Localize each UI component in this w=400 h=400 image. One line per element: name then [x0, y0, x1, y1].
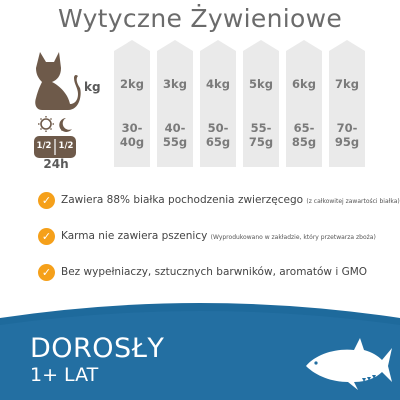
check-icon: ✓	[38, 264, 55, 281]
cat-icon	[35, 52, 81, 110]
day-night-icon	[34, 116, 76, 158]
life-stage-title: DOROSŁY	[30, 333, 165, 364]
grams-value: 70- 95g	[334, 121, 360, 149]
weight-value: 3kg	[163, 77, 187, 91]
weight-value: 5kg	[249, 77, 273, 91]
grams-value: 65- 85g	[291, 121, 317, 149]
weight-value: 4kg	[206, 77, 230, 91]
weight-value: 7kg	[335, 77, 359, 91]
weight-column: 6kg 65- 85g	[286, 51, 322, 167]
weight-column: 3kg 40- 55g	[157, 51, 193, 167]
feature-text: Zawiera 88% białka pochodzenia zwierzęce…	[61, 194, 400, 206]
tuna-fish-icon	[306, 338, 392, 390]
check-icon: ✓	[38, 192, 55, 209]
day-split-right: 1/2	[58, 141, 74, 151]
grams-value: 55- 75g	[248, 121, 274, 149]
grams-value: 40- 55g	[162, 121, 188, 149]
weight-column: 7kg 70- 95g	[329, 51, 365, 167]
weight-column: 5kg 55- 75g	[243, 51, 279, 167]
day-label: 24h	[43, 157, 69, 171]
check-icon: ✓	[38, 228, 55, 245]
weight-value: 2kg	[120, 77, 144, 91]
feature-text: Bez wypełniaczy, sztucznych barwników, a…	[61, 266, 368, 278]
grams-value: 30- 40g	[119, 121, 145, 149]
grams-value: 50- 65g	[205, 121, 231, 149]
age-label: 1+ LAT	[30, 364, 99, 386]
weight-column: 2kg 30- 40g	[114, 51, 150, 167]
day-split-left: 1/2	[36, 141, 52, 151]
page-title: Wytyczne Żywieniowe	[57, 4, 343, 33]
weight-value: 6kg	[292, 77, 316, 91]
kg-label: kg	[84, 80, 101, 94]
feature-text: Karma nie zawiera pszenicy (Wyprodukowan…	[61, 230, 376, 242]
weight-column: 4kg 50- 65g	[200, 51, 236, 167]
